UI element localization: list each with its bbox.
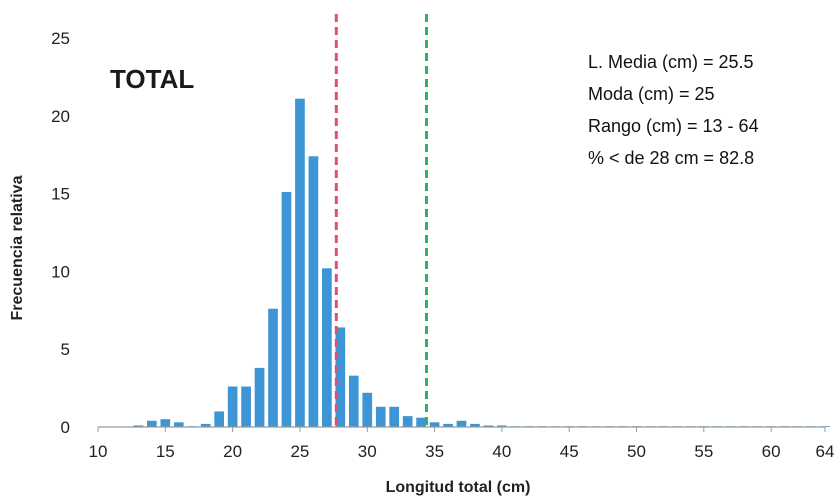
- x-tick-label: 45: [560, 442, 579, 461]
- bar-39cm: [483, 425, 494, 427]
- x-tick-label: 25: [290, 442, 309, 461]
- y-axis-title: Frecuencia relativa: [9, 175, 26, 320]
- bar-20cm: [227, 386, 238, 427]
- bar-24cm: [281, 192, 292, 427]
- y-tick-labels: 0 5 10 15 20 25: [51, 29, 70, 437]
- bar-35cm: [429, 422, 440, 427]
- x-tick-label: 64: [816, 442, 835, 461]
- bar-25cm: [295, 98, 305, 428]
- bar-13cm: [133, 425, 144, 427]
- x-axis-title: Longitud total (cm): [386, 479, 531, 496]
- bar-38cm: [470, 423, 480, 427]
- bar-26cm: [308, 156, 319, 427]
- bar-18cm: [200, 423, 211, 427]
- bar-30cm: [362, 392, 373, 427]
- stat-mean-length: L. Media (cm) = 25.5: [588, 52, 754, 72]
- x-tick-label: 20: [223, 442, 242, 461]
- y-tick-label: 25: [51, 29, 70, 48]
- panel-title: TOTAL: [110, 64, 194, 94]
- bar-29cm: [348, 375, 359, 427]
- bar-23cm: [268, 308, 278, 427]
- stat-percent-below-28cm: % < de 28 cm = 82.8: [588, 148, 754, 168]
- bar-21cm: [241, 386, 251, 427]
- y-tick-label: 20: [51, 107, 70, 126]
- bar-22cm: [254, 367, 265, 427]
- x-tick-label: 30: [358, 442, 377, 461]
- bar-15cm: [160, 419, 171, 427]
- y-tick-label: 15: [51, 185, 70, 204]
- x-tick-label: 15: [156, 442, 175, 461]
- bar-16cm: [173, 422, 184, 427]
- y-tick-label: 10: [51, 262, 70, 281]
- reference-lines: [334, 14, 428, 427]
- bar-31cm: [375, 406, 386, 427]
- bar-33cm: [402, 416, 413, 427]
- y-tick-label: 0: [61, 418, 70, 437]
- x-tick-label: 55: [694, 442, 713, 461]
- bar-37cm: [456, 420, 467, 427]
- bar-14cm: [147, 420, 157, 427]
- x-tick-label: 35: [425, 442, 444, 461]
- bar-34cm: [416, 417, 426, 427]
- x-tick-labels: 10 15 20 25 30 35 40 45 50 55 60 64: [89, 427, 835, 461]
- bar-19cm: [214, 411, 225, 427]
- bar-28cm: [335, 327, 346, 427]
- y-tick-label: 5: [61, 340, 70, 359]
- bar-27cm: [322, 268, 332, 427]
- x-tick-label: 40: [492, 442, 511, 461]
- stat-mode: Moda (cm) = 25: [588, 84, 715, 104]
- bar-40cm: [497, 425, 507, 427]
- bar-32cm: [389, 406, 400, 427]
- x-tick-label: 50: [627, 442, 646, 461]
- stat-range: Rango (cm) = 13 - 64: [588, 116, 759, 136]
- x-tick-label: 10: [89, 442, 108, 461]
- bar-36cm: [443, 423, 453, 427]
- x-tick-label: 60: [762, 442, 781, 461]
